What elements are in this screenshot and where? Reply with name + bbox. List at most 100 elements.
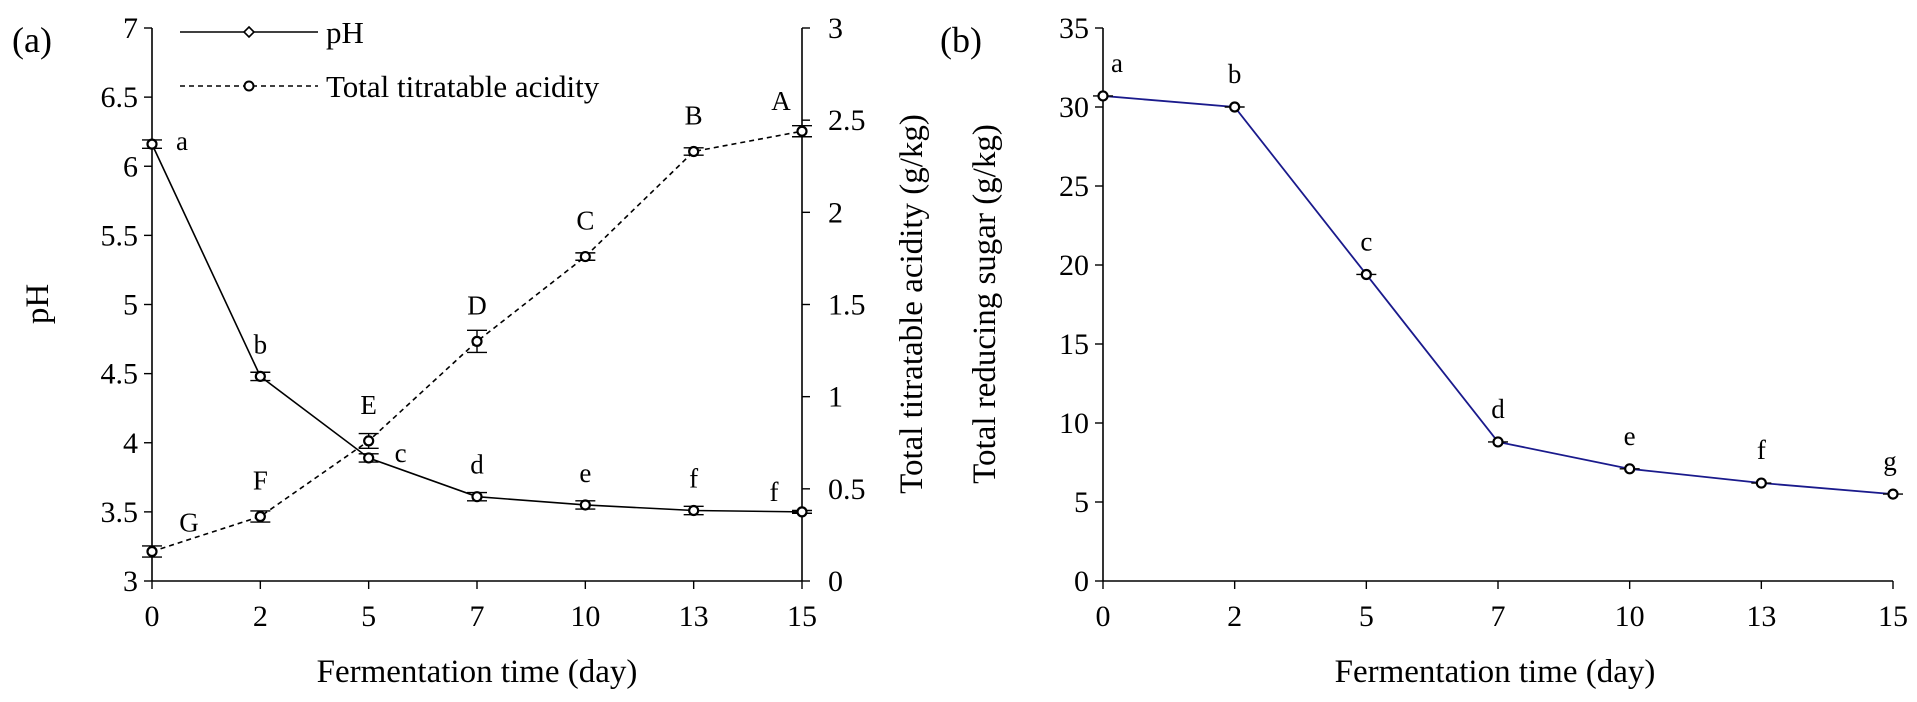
reducing-sugar-significance-letter: c (1360, 226, 1372, 256)
panel-b-label: (b) (940, 20, 982, 60)
panel-b-x-tick-label: 7 (1491, 600, 1506, 633)
panel-a-x-tick-label: 15 (787, 600, 817, 633)
tta-point (254, 510, 266, 523)
reducing-sugar-point (1887, 488, 1899, 500)
panel-b: (b) Total reducing sugar (g/kg) Fermenta… (940, 12, 1908, 690)
panel-a-y-tick-label: 4 (123, 427, 138, 460)
panel-a-x-tick-label: 2 (253, 600, 268, 633)
panel-a-y2-axis-label: Total titratable acidity (g/kg) (894, 114, 930, 494)
ph-significance-letter: a (176, 126, 188, 156)
tta-significance-letter: C (576, 206, 594, 236)
panel-a-y-tick-label: 6.5 (101, 81, 139, 114)
panel-a-y-tick-label: 5.5 (101, 219, 139, 252)
panel-b-y-tick-label: 35 (1059, 12, 1089, 45)
panel-a-x-tick-label: 13 (679, 600, 709, 633)
panel-b-y-tick-label: 30 (1059, 91, 1089, 124)
reducing-sugar-point (1229, 101, 1241, 113)
panel-a-y-tick-label: 4.5 (101, 358, 139, 391)
panel-a-legend: pH Total titratable acidity (180, 15, 600, 104)
panel-a-x-tick-label: 5 (361, 600, 376, 633)
panel-b-y-tick-label: 5 (1074, 486, 1089, 519)
panel-a-y-tick-label: 3.5 (101, 496, 139, 529)
panel-a-y-tick-label: 3 (123, 565, 138, 598)
reducing-sugar-significance-letter: d (1491, 394, 1505, 424)
ph-significance-letter: f (689, 463, 698, 493)
panel-b-y-tick-label: 25 (1059, 170, 1089, 203)
ph-point (363, 452, 375, 464)
panel-b-y-axis-label: Total reducing sugar (g/kg) (967, 124, 1003, 484)
reducing-sugar-point (1755, 477, 1767, 489)
tta-significance-letter: G (179, 508, 199, 538)
panel-b-x-tick-label: 15 (1878, 600, 1908, 633)
panel-b-y-tick-label: 15 (1059, 328, 1089, 361)
reducing-sugar-significance-letter: e (1624, 421, 1636, 451)
panel-a-y-axis-label: pH (20, 284, 56, 324)
ph-significance-letter: e (579, 458, 591, 488)
ph-point (254, 370, 266, 382)
panel-a-y2-tick-label: 2.5 (828, 104, 866, 137)
reducing-sugar-point (1097, 90, 1109, 102)
tta-point (579, 250, 591, 263)
panel-a-y2-tick-label: 1 (828, 381, 843, 414)
panel-a-y2-tick-label: 3 (828, 12, 843, 45)
panel-a-y2-tick-label: 0 (828, 565, 843, 598)
tta-significance-letter: D (467, 290, 487, 320)
legend-ph-label: pH (326, 15, 364, 50)
ph-significance-letter: b (254, 329, 268, 359)
reducing-sugar-significance-letter: b (1228, 59, 1242, 89)
panel-b-y-tick-label: 20 (1059, 249, 1089, 282)
panel-b-y-tick-label: 10 (1059, 407, 1089, 440)
panel-a: (a) pH Total titratable acidity (g/kg) F… (12, 12, 930, 690)
panel-a-x-tick-label: 0 (145, 600, 160, 633)
tta-point (471, 335, 483, 347)
reducing-sugar-significance-letter: g (1883, 446, 1897, 476)
panel-a-y2-tick-label: 2 (828, 196, 843, 229)
tta-significance-letter: F (253, 465, 268, 495)
tta-point (688, 145, 700, 158)
panel-a-y-tick-label: 6 (123, 150, 138, 183)
ph-significance-letter: c (395, 438, 407, 468)
legend-tta-marker (243, 80, 255, 92)
tta-point (363, 435, 375, 447)
legend-ph-marker (242, 25, 256, 39)
ph-point (688, 504, 700, 517)
ph-significance-letter: f (770, 477, 779, 507)
panel-a-y2-tick-label: 1.5 (828, 289, 866, 322)
ph-point (796, 506, 808, 518)
tta-significance-letter: A (771, 86, 791, 116)
panel-b-y-tick-label: 0 (1074, 565, 1089, 598)
panel-a-label: (a) (12, 20, 52, 60)
ph-significance-letter: d (470, 450, 484, 480)
panel-a-series: a b c d e f f G F E D C B A (142, 86, 812, 558)
panel-a-y2-tick-label: 0.5 (828, 473, 866, 506)
reducing-sugar-point (1492, 436, 1504, 448)
panel-b-x-tick-label: 0 (1096, 600, 1111, 633)
panel-a-x-tick-label: 7 (470, 600, 485, 633)
panel-a-x-axis-label: Fermentation time (day) (317, 654, 638, 690)
panel-a-ticks: 0 2 5 7 10 13 15 3 3.5 4 4.5 5 5.5 6 6.5 7 0 0.5 1 1.5 2 2.5 3 (101, 12, 866, 633)
reducing-sugar-significance-letter: a (1111, 48, 1123, 78)
panel-a-x-tick-label: 10 (570, 600, 600, 633)
reducing-sugar-line (1102, 95, 1894, 495)
ph-point (146, 138, 158, 150)
panel-b-x-axis-label: Fermentation time (day) (1335, 654, 1656, 690)
reducing-sugar-point (1360, 268, 1372, 281)
panel-a-y-tick-label: 5 (123, 289, 138, 322)
tta-point (796, 125, 808, 137)
ph-point (579, 499, 591, 511)
panel-b-series: a b c d e f g (1093, 48, 1903, 500)
tta-significance-letter: B (685, 101, 703, 131)
reducing-sugar-point (1624, 463, 1636, 475)
panel-b-x-tick-label: 5 (1359, 600, 1374, 633)
tta-significance-letter: E (360, 390, 377, 420)
panel-b-x-tick-label: 10 (1615, 600, 1645, 633)
panel-b-x-tick-label: 13 (1746, 600, 1776, 633)
tta-point (146, 545, 158, 558)
reducing-sugar-significance-letter: f (1757, 435, 1766, 465)
panel-a-y-tick-label: 7 (123, 12, 138, 45)
ph-point (471, 491, 483, 503)
panel-b-x-tick-label: 2 (1227, 600, 1242, 633)
